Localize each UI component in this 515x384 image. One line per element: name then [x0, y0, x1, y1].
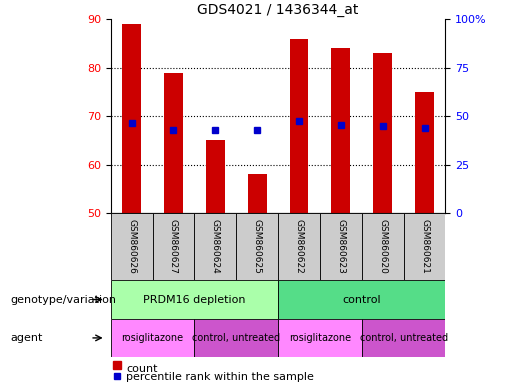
- Text: agent: agent: [10, 333, 43, 343]
- Bar: [278, 213, 320, 280]
- Text: GSM860620: GSM860620: [378, 219, 387, 274]
- Bar: [206, 141, 225, 213]
- Bar: [362, 213, 404, 280]
- Bar: [373, 53, 392, 213]
- Text: GSM860626: GSM860626: [127, 219, 136, 274]
- Bar: [194, 319, 278, 357]
- Bar: [320, 213, 362, 280]
- Bar: [194, 213, 236, 280]
- Bar: [404, 213, 445, 280]
- Text: count: count: [126, 364, 158, 374]
- Text: control, untreated: control, untreated: [359, 333, 448, 343]
- Bar: [152, 213, 194, 280]
- Bar: [248, 174, 267, 213]
- Text: rosiglitazone: rosiglitazone: [289, 333, 351, 343]
- Bar: [111, 319, 194, 357]
- Bar: [289, 39, 308, 213]
- Bar: [332, 48, 350, 213]
- Bar: [122, 24, 141, 213]
- Bar: [278, 319, 362, 357]
- Text: GSM860624: GSM860624: [211, 219, 220, 274]
- Text: rosiglitazone: rosiglitazone: [122, 333, 184, 343]
- Bar: [362, 319, 445, 357]
- Text: GSM860622: GSM860622: [295, 219, 303, 274]
- Text: GSM860621: GSM860621: [420, 219, 429, 274]
- Title: GDS4021 / 1436344_at: GDS4021 / 1436344_at: [197, 3, 359, 17]
- Bar: [164, 73, 183, 213]
- Text: GSM860623: GSM860623: [336, 219, 346, 274]
- Bar: [415, 92, 434, 213]
- Text: control: control: [342, 295, 381, 305]
- Bar: [236, 213, 278, 280]
- Text: GSM860625: GSM860625: [253, 219, 262, 274]
- Bar: [111, 280, 278, 319]
- Text: percentile rank within the sample: percentile rank within the sample: [126, 372, 314, 382]
- Text: GSM860627: GSM860627: [169, 219, 178, 274]
- Bar: [111, 213, 152, 280]
- Bar: [278, 280, 445, 319]
- Text: genotype/variation: genotype/variation: [10, 295, 116, 305]
- Text: PRDM16 depletion: PRDM16 depletion: [143, 295, 246, 305]
- Text: control, untreated: control, untreated: [192, 333, 280, 343]
